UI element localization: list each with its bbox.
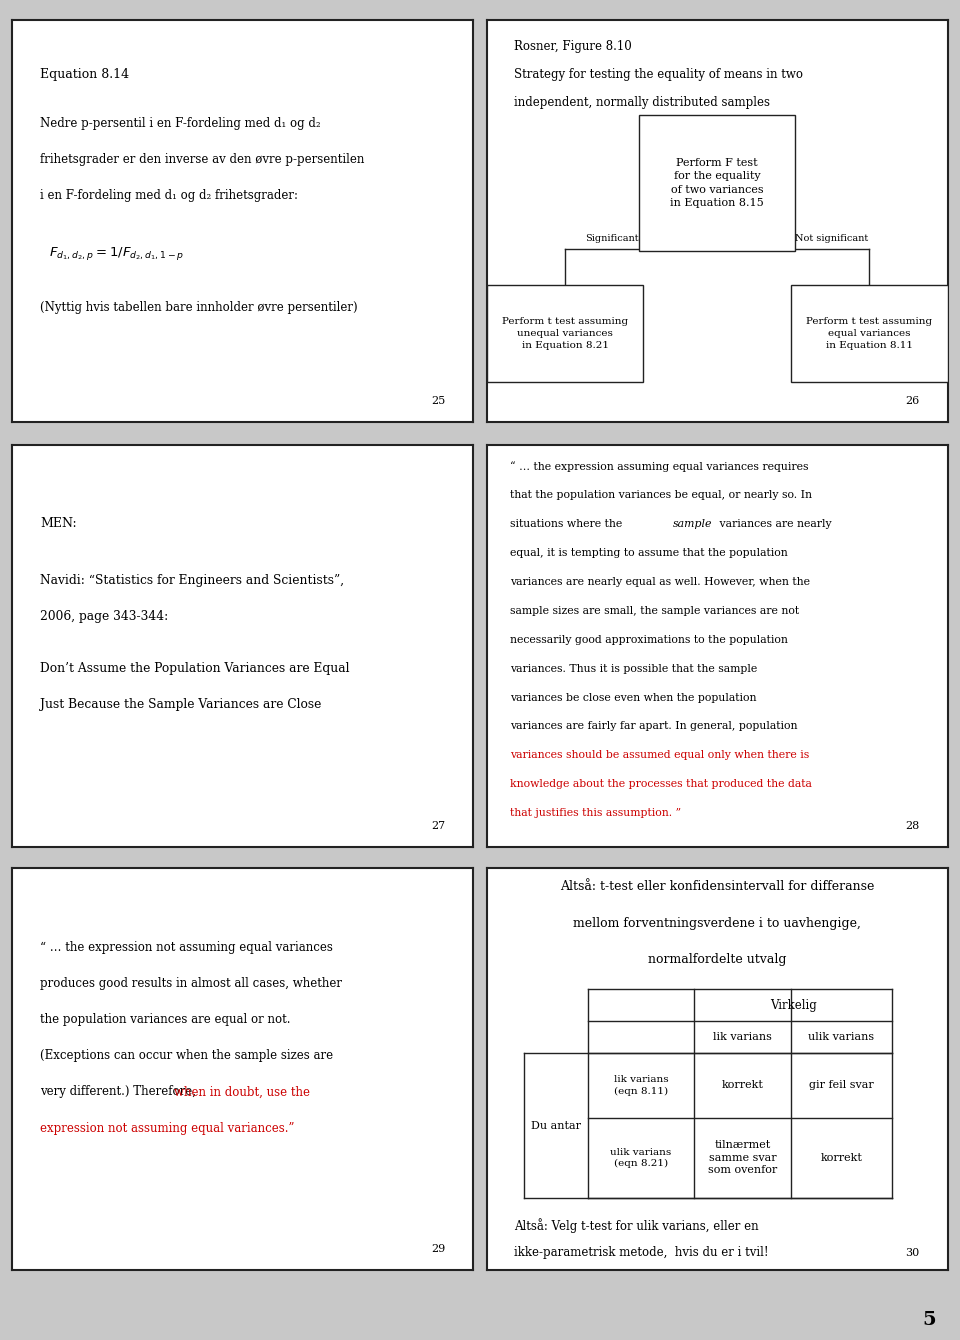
Text: Just Because the Sample Variances are Close: Just Because the Sample Variances are Cl…: [40, 698, 322, 712]
Text: korrekt: korrekt: [821, 1152, 862, 1163]
Text: Perform t test assuming
equal variances
in Equation 8.11: Perform t test assuming equal variances …: [806, 318, 932, 350]
Text: sample sizes are small, the sample variances are not: sample sizes are small, the sample varia…: [510, 606, 799, 615]
Text: necessarily good approximations to the population: necessarily good approximations to the p…: [510, 635, 787, 645]
Text: Rosner, Figure 8.10: Rosner, Figure 8.10: [515, 40, 632, 54]
Text: Significant: Significant: [586, 234, 638, 243]
Text: 28: 28: [905, 821, 920, 831]
Text: lik varians: lik varians: [713, 1032, 772, 1043]
Text: Don’t Assume the Population Variances are Equal: Don’t Assume the Population Variances ar…: [40, 662, 349, 675]
Text: MEN:: MEN:: [40, 517, 77, 531]
Text: frihetsgrader er den inverse av den øvre p-persentilen: frihetsgrader er den inverse av den øvre…: [40, 153, 365, 166]
Text: korrekt: korrekt: [722, 1080, 763, 1091]
Text: equal, it is tempting to assume that the population: equal, it is tempting to assume that the…: [510, 548, 787, 557]
Text: situations where the: situations where the: [510, 519, 626, 529]
Text: 5: 5: [923, 1312, 936, 1329]
Text: very different.) Therefore,: very different.) Therefore,: [40, 1085, 200, 1099]
Text: sample: sample: [673, 519, 712, 529]
Text: “ … the expression not assuming equal variances: “ … the expression not assuming equal va…: [40, 941, 333, 954]
FancyBboxPatch shape: [638, 114, 796, 252]
Text: Altså: Velg t-test for ulik varians, eller en: Altså: Velg t-test for ulik varians, ell…: [515, 1218, 759, 1233]
FancyBboxPatch shape: [487, 285, 643, 382]
Text: i en F-fordeling med d₁ og d₂ frihetsgrader:: i en F-fordeling med d₁ og d₂ frihetsgra…: [40, 189, 299, 202]
Text: Navidi: “Statistics for Engineers and Scientists”,: Navidi: “Statistics for Engineers and Sc…: [40, 574, 345, 587]
Text: the population variances are equal or not.: the population variances are equal or no…: [40, 1013, 291, 1026]
Text: “ … the expression assuming equal variances requires: “ … the expression assuming equal varian…: [510, 461, 808, 472]
Text: produces good results in almost all cases, whether: produces good results in almost all case…: [40, 977, 342, 990]
Text: knowledge about the processes that produced the data: knowledge about the processes that produ…: [510, 780, 811, 789]
Text: mellom forventningsverdene i to uavhengige,: mellom forventningsverdene i to uavhengi…: [573, 917, 861, 930]
Text: ulik varians: ulik varians: [808, 1032, 875, 1043]
Text: 26: 26: [905, 397, 920, 406]
Text: Altså: t-test eller konfidensintervall for differanse: Altså: t-test eller konfidensintervall f…: [560, 880, 875, 894]
Text: when in doubt, use the: when in doubt, use the: [174, 1085, 310, 1099]
Text: Perform F test
for the equality
of two variances
in Equation 8.15: Perform F test for the equality of two v…: [670, 158, 764, 208]
Text: variances are nearly equal as well. However, when the: variances are nearly equal as well. Howe…: [510, 576, 810, 587]
Text: Du antar: Du antar: [531, 1120, 581, 1131]
Text: variances are fairly far apart. In general, population: variances are fairly far apart. In gener…: [510, 721, 797, 732]
Text: variances be close even when the population: variances be close even when the populat…: [510, 693, 756, 702]
Text: tilnærmet
samme svar
som ovenfor: tilnærmet samme svar som ovenfor: [708, 1140, 777, 1175]
Text: ulik varians
(eqn 8.21): ulik varians (eqn 8.21): [611, 1147, 672, 1168]
Text: Nedre p-persentil i en F-fordeling med d₁ og d₂: Nedre p-persentil i en F-fordeling med d…: [40, 117, 321, 130]
Text: expression not assuming equal variances.”: expression not assuming equal variances.…: [40, 1122, 295, 1135]
Text: ikke-parametrisk metode,  hvis du er i tvil!: ikke-parametrisk metode, hvis du er i tv…: [515, 1246, 769, 1260]
Text: lik varians
(eqn 8.11): lik varians (eqn 8.11): [613, 1075, 668, 1096]
Text: that justifies this assumption. ”: that justifies this assumption. ”: [510, 808, 681, 819]
Text: $F_{d_1,d_2,p} = 1/ F_{d_2,d_1,1-p}$: $F_{d_1,d_2,p} = 1/ F_{d_2,d_1,1-p}$: [49, 245, 184, 263]
Text: Not significant: Not significant: [796, 234, 869, 243]
Text: 27: 27: [431, 821, 445, 831]
Text: Equation 8.14: Equation 8.14: [40, 68, 130, 82]
Text: 2006, page 343-344:: 2006, page 343-344:: [40, 610, 168, 623]
Text: normalfordelte utvalg: normalfordelte utvalg: [648, 953, 786, 966]
Text: 30: 30: [905, 1249, 920, 1258]
Text: variances are nearly: variances are nearly: [716, 519, 831, 529]
Text: that the population variances be equal, or nearly so. In: that the population variances be equal, …: [510, 490, 812, 500]
Text: 29: 29: [431, 1245, 445, 1254]
Text: gir feil svar: gir feil svar: [809, 1080, 874, 1091]
Text: Virkelig: Virkelig: [770, 998, 817, 1012]
Text: variances. Thus it is possible that the sample: variances. Thus it is possible that the …: [510, 663, 757, 674]
Text: (Nyttig hvis tabellen bare innholder øvre persentiler): (Nyttig hvis tabellen bare innholder øvr…: [40, 302, 358, 315]
Text: (Exceptions can occur when the sample sizes are: (Exceptions can occur when the sample si…: [40, 1049, 333, 1063]
Text: variances should be assumed equal only when there is: variances should be assumed equal only w…: [510, 750, 809, 760]
Text: Strategy for testing the equality of means in two: Strategy for testing the equality of mea…: [515, 68, 804, 82]
Text: independent, normally distributed samples: independent, normally distributed sample…: [515, 96, 770, 110]
Text: 25: 25: [431, 397, 445, 406]
Text: Perform t test assuming
unequal variances
in Equation 8.21: Perform t test assuming unequal variance…: [502, 318, 628, 350]
FancyBboxPatch shape: [791, 285, 948, 382]
